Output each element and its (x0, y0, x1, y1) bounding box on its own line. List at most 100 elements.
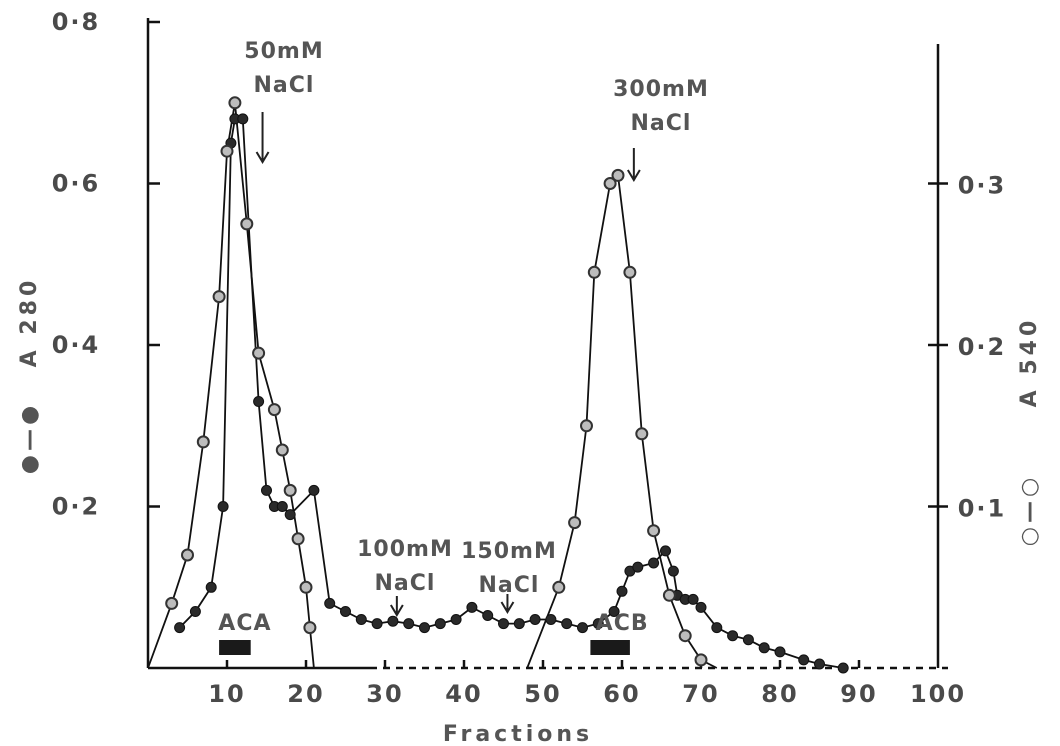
series-points (165, 96, 849, 674)
axes (146, 18, 948, 670)
a540-data-point (587, 265, 601, 279)
series-line-a540-1 (147, 102, 315, 669)
a280-data-point (814, 658, 825, 670)
a540-data-point (181, 548, 194, 562)
y-right-axis-label: A 540 (1017, 317, 1042, 408)
a280-data-point (577, 622, 588, 634)
a540-data-point (603, 177, 617, 190)
x-tick-label-90: 90 (840, 680, 877, 708)
a280-data-point (450, 614, 462, 625)
a280-data-point (371, 618, 383, 630)
a280-data-point (608, 606, 620, 617)
annotation-line: NaCl (254, 73, 315, 98)
a280-data-point (758, 642, 770, 654)
salt-step-annotations: 50mM NaCl 100mM NaCl 150mM NaCl 300mM NaCl (244, 39, 709, 617)
a540-data-point (647, 524, 661, 538)
a280-data-point (189, 606, 201, 617)
a540-data-point (303, 621, 317, 635)
a280-data-point (174, 622, 186, 634)
y-left-tick-label: 0·4 (52, 331, 101, 359)
a280-data-point (261, 484, 272, 496)
a280-data-point (837, 662, 849, 674)
annotation-arrow (255, 112, 270, 164)
a540-data-point (291, 532, 305, 546)
a280-data-point (482, 610, 494, 621)
y-right-axis-title: A 540 ○—○ (1017, 317, 1042, 547)
a540-data-point (552, 580, 566, 594)
a280-data-point (798, 654, 810, 666)
a280-data-point (237, 113, 249, 125)
y-left-legend-symbol: ●—● (17, 402, 42, 474)
pool-bar-aca (219, 640, 251, 655)
a540-data-point (252, 346, 266, 360)
a280-data-point (324, 597, 336, 609)
x-axis-title: Fractions (443, 722, 593, 746)
a280-data-point (592, 618, 604, 630)
pool-label-aca: ACA (218, 611, 271, 636)
x-tick-label-70: 70 (682, 680, 719, 708)
a280-data-point (774, 646, 786, 658)
x-tick-labels: 10 20 30 40 50 60 70 80 90 100 (208, 680, 966, 708)
x-tick-label-30: 30 (366, 680, 403, 708)
a280-data-point (276, 501, 288, 512)
x-tick-label-40: 40 (445, 680, 482, 708)
a540-data-point (267, 403, 281, 417)
a280-data-point (632, 561, 644, 573)
annotation-arrow (626, 148, 641, 182)
a540-data-point (275, 443, 289, 457)
a540-data-point (220, 144, 234, 158)
x-tick-label-60: 60 (603, 680, 640, 708)
a280-data-point (529, 614, 541, 625)
y-left-axis-label: A 280 (17, 277, 42, 368)
a540-data-point (611, 168, 625, 182)
y-right-legend-symbol: ○—○ (1017, 474, 1042, 546)
annotation-line: 100mM (357, 537, 453, 562)
a540-data-point (165, 596, 179, 610)
a280-data-point (727, 630, 739, 642)
y-right-tick-label: 0·2 (958, 333, 1007, 361)
y-right-tick-labels: 0·1 0·2 0·3 (958, 172, 1007, 523)
a540-data-point (678, 629, 692, 643)
annotation-line: 300mM (613, 77, 709, 102)
a540-data-point (283, 483, 297, 497)
a280-data-point (217, 501, 229, 512)
a540-data-point (568, 516, 582, 530)
a280-data-point (660, 545, 671, 557)
a280-data-point (498, 618, 509, 630)
a540-data-point (212, 290, 226, 304)
x-tick-label-50: 50 (524, 680, 561, 708)
y-right-tick-label: 0·1 (958, 495, 1007, 523)
a280-data-point (648, 557, 660, 569)
annotation-line: NaCl (479, 573, 540, 598)
annotation-line: 150mM (461, 539, 557, 564)
annotation-arrow (389, 596, 404, 617)
y-left-tick-labels: 0·2 0·4 0·6 0·8 (52, 8, 101, 521)
a540-data-point (694, 653, 708, 667)
a280-data-point (434, 618, 446, 630)
a540-data-point (623, 265, 637, 279)
pool-markers: ACA ACB (218, 611, 648, 655)
a540-data-point (196, 435, 210, 449)
a280-data-point (205, 581, 217, 593)
tick-marks (148, 20, 948, 668)
annotation-line: 50mM (244, 39, 323, 64)
a280-data-point (742, 634, 754, 646)
a280-data-point (466, 601, 478, 613)
y-left-tick-label: 0·8 (52, 8, 101, 36)
y-left-axis-title: A 280 ●—● (17, 277, 42, 475)
a540-data-point (635, 427, 649, 441)
a540-data-point (228, 96, 242, 110)
a280-data-point (403, 618, 415, 630)
x-tick-label-20: 20 (287, 680, 324, 708)
y-left-tick-label: 0·6 (52, 170, 101, 198)
a280-data-point (387, 615, 399, 627)
a280-data-point (561, 618, 573, 630)
a280-data-point (253, 396, 265, 407)
pool-bar-acb (590, 640, 630, 655)
x-tick-label-100: 100 (910, 680, 966, 708)
a540-data-point (240, 217, 254, 231)
a540-data-point (580, 419, 593, 433)
a280-data-point (355, 614, 367, 625)
a540-data-point (662, 588, 676, 602)
a280-data-point (667, 565, 679, 577)
